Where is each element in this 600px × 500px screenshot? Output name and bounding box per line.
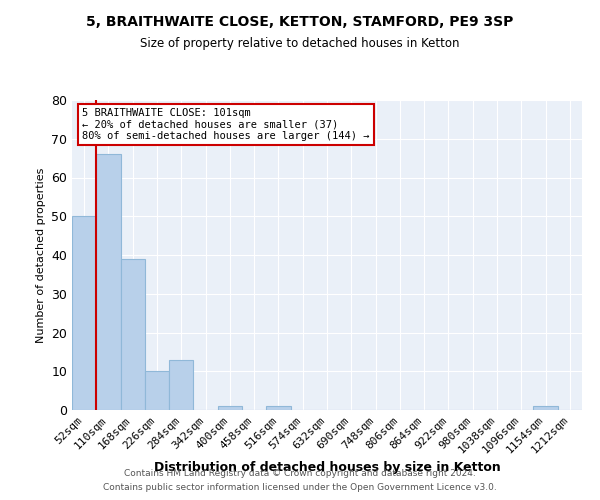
Bar (72, 216, 96, 410)
Text: 5 BRAITHWAITE CLOSE: 101sqm
← 20% of detached houses are smaller (37)
80% of sem: 5 BRAITHWAITE CLOSE: 101sqm ← 20% of det… (82, 108, 370, 141)
Bar (533, 406, 558, 410)
Bar (121, 259, 145, 410)
Text: Contains public sector information licensed under the Open Government Licence v3: Contains public sector information licen… (103, 484, 497, 492)
Text: Size of property relative to detached houses in Ketton: Size of property relative to detached ho… (140, 38, 460, 51)
X-axis label: Distribution of detached houses by size in Ketton: Distribution of detached houses by size … (154, 461, 500, 474)
Text: 5, BRAITHWAITE CLOSE, KETTON, STAMFORD, PE9 3SP: 5, BRAITHWAITE CLOSE, KETTON, STAMFORD, … (86, 15, 514, 29)
Y-axis label: Number of detached properties: Number of detached properties (35, 168, 46, 342)
Bar (145, 371, 169, 410)
Bar (96, 154, 121, 410)
Bar (218, 406, 242, 410)
Bar (169, 360, 193, 410)
Text: Contains HM Land Registry data © Crown copyright and database right 2024.: Contains HM Land Registry data © Crown c… (124, 468, 476, 477)
Bar (266, 406, 290, 410)
